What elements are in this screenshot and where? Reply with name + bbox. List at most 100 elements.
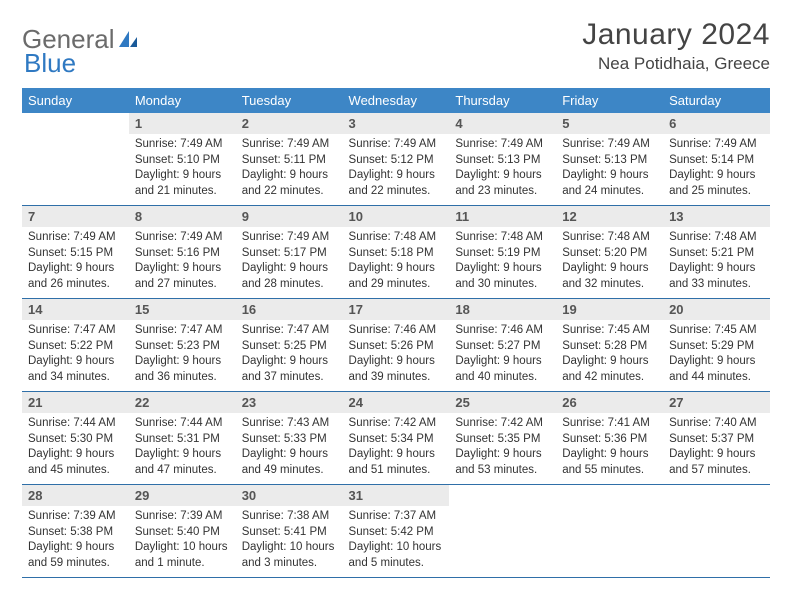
day-number: 18: [449, 299, 556, 320]
sunset-text: Sunset: 5:33 PM: [242, 432, 337, 448]
calendar-cell: 28Sunrise: 7:39 AMSunset: 5:38 PMDayligh…: [22, 485, 129, 578]
calendar-week-row: 7Sunrise: 7:49 AMSunset: 5:15 PMDaylight…: [22, 206, 770, 299]
day-number: 16: [236, 299, 343, 320]
day-number: 3: [343, 113, 450, 134]
day-data: Sunrise: 7:42 AMSunset: 5:34 PMDaylight:…: [343, 413, 450, 484]
sunrise-text: Sunrise: 7:45 AM: [562, 323, 657, 339]
sunset-text: Sunset: 5:42 PM: [349, 525, 444, 541]
day-number: 20: [663, 299, 770, 320]
calendar-cell: [663, 485, 770, 578]
daylight-text: Daylight: 9 hours and 59 minutes.: [28, 540, 123, 571]
calendar-cell: 15Sunrise: 7:47 AMSunset: 5:23 PMDayligh…: [129, 299, 236, 392]
day-data: Sunrise: 7:47 AMSunset: 5:22 PMDaylight:…: [22, 320, 129, 391]
day-number: 19: [556, 299, 663, 320]
calendar-cell: 4Sunrise: 7:49 AMSunset: 5:13 PMDaylight…: [449, 113, 556, 206]
day-data: Sunrise: 7:39 AMSunset: 5:38 PMDaylight:…: [22, 506, 129, 577]
sunset-text: Sunset: 5:40 PM: [135, 525, 230, 541]
sunrise-text: Sunrise: 7:41 AM: [562, 416, 657, 432]
sunset-text: Sunset: 5:19 PM: [455, 246, 550, 262]
sunrise-text: Sunrise: 7:49 AM: [242, 137, 337, 153]
sunrise-text: Sunrise: 7:38 AM: [242, 509, 337, 525]
sunset-text: Sunset: 5:30 PM: [28, 432, 123, 448]
daylight-text: Daylight: 9 hours and 53 minutes.: [455, 447, 550, 478]
sunset-text: Sunset: 5:31 PM: [135, 432, 230, 448]
sunset-text: Sunset: 5:20 PM: [562, 246, 657, 262]
calendar-cell: 8Sunrise: 7:49 AMSunset: 5:16 PMDaylight…: [129, 206, 236, 299]
day-data: Sunrise: 7:44 AMSunset: 5:31 PMDaylight:…: [129, 413, 236, 484]
logo-sail-icon: [117, 29, 139, 51]
sunrise-text: Sunrise: 7:48 AM: [349, 230, 444, 246]
day-data: Sunrise: 7:49 AMSunset: 5:15 PMDaylight:…: [22, 227, 129, 298]
daylight-text: Daylight: 10 hours and 3 minutes.: [242, 540, 337, 571]
day-number: 31: [343, 485, 450, 506]
calendar-cell: 27Sunrise: 7:40 AMSunset: 5:37 PMDayligh…: [663, 392, 770, 485]
calendar-cell: 26Sunrise: 7:41 AMSunset: 5:36 PMDayligh…: [556, 392, 663, 485]
daylight-text: Daylight: 9 hours and 42 minutes.: [562, 354, 657, 385]
daylight-text: Daylight: 9 hours and 57 minutes.: [669, 447, 764, 478]
day-data: Sunrise: 7:48 AMSunset: 5:20 PMDaylight:…: [556, 227, 663, 298]
daylight-text: Daylight: 9 hours and 33 minutes.: [669, 261, 764, 292]
day-number: 22: [129, 392, 236, 413]
weekday-header: Wednesday: [343, 88, 450, 113]
header: General January 2024 Nea Potidhaia, Gree…: [22, 18, 770, 74]
calendar-cell: 21Sunrise: 7:44 AMSunset: 5:30 PMDayligh…: [22, 392, 129, 485]
calendar-cell: 2Sunrise: 7:49 AMSunset: 5:11 PMDaylight…: [236, 113, 343, 206]
calendar-cell: 20Sunrise: 7:45 AMSunset: 5:29 PMDayligh…: [663, 299, 770, 392]
weekday-header: Thursday: [449, 88, 556, 113]
sunset-text: Sunset: 5:17 PM: [242, 246, 337, 262]
sunset-text: Sunset: 5:15 PM: [28, 246, 123, 262]
day-number: 11: [449, 206, 556, 227]
calendar-cell: 24Sunrise: 7:42 AMSunset: 5:34 PMDayligh…: [343, 392, 450, 485]
sunset-text: Sunset: 5:21 PM: [669, 246, 764, 262]
weekday-header: Sunday: [22, 88, 129, 113]
calendar-cell: 7Sunrise: 7:49 AMSunset: 5:15 PMDaylight…: [22, 206, 129, 299]
day-data: Sunrise: 7:44 AMSunset: 5:30 PMDaylight:…: [22, 413, 129, 484]
day-number: 10: [343, 206, 450, 227]
calendar-cell: 17Sunrise: 7:46 AMSunset: 5:26 PMDayligh…: [343, 299, 450, 392]
daylight-text: Daylight: 9 hours and 22 minutes.: [349, 168, 444, 199]
daylight-text: Daylight: 9 hours and 28 minutes.: [242, 261, 337, 292]
day-data: Sunrise: 7:42 AMSunset: 5:35 PMDaylight:…: [449, 413, 556, 484]
calendar-cell: 3Sunrise: 7:49 AMSunset: 5:12 PMDaylight…: [343, 113, 450, 206]
sunrise-text: Sunrise: 7:46 AM: [349, 323, 444, 339]
sunrise-text: Sunrise: 7:49 AM: [349, 137, 444, 153]
calendar-cell: 9Sunrise: 7:49 AMSunset: 5:17 PMDaylight…: [236, 206, 343, 299]
sunrise-text: Sunrise: 7:49 AM: [135, 137, 230, 153]
sunrise-text: Sunrise: 7:48 AM: [669, 230, 764, 246]
daylight-text: Daylight: 9 hours and 30 minutes.: [455, 261, 550, 292]
sunrise-text: Sunrise: 7:45 AM: [669, 323, 764, 339]
daylight-text: Daylight: 9 hours and 27 minutes.: [135, 261, 230, 292]
calendar-cell: 22Sunrise: 7:44 AMSunset: 5:31 PMDayligh…: [129, 392, 236, 485]
daylight-text: Daylight: 9 hours and 32 minutes.: [562, 261, 657, 292]
daylight-text: Daylight: 9 hours and 24 minutes.: [562, 168, 657, 199]
sunrise-text: Sunrise: 7:47 AM: [242, 323, 337, 339]
weekday-header-row: SundayMondayTuesdayWednesdayThursdayFrid…: [22, 88, 770, 113]
day-data: Sunrise: 7:46 AMSunset: 5:27 PMDaylight:…: [449, 320, 556, 391]
day-number: 24: [343, 392, 450, 413]
sunset-text: Sunset: 5:34 PM: [349, 432, 444, 448]
sunset-text: Sunset: 5:41 PM: [242, 525, 337, 541]
sunrise-text: Sunrise: 7:49 AM: [242, 230, 337, 246]
sunrise-text: Sunrise: 7:39 AM: [28, 509, 123, 525]
sunset-text: Sunset: 5:13 PM: [455, 153, 550, 169]
daylight-text: Daylight: 9 hours and 55 minutes.: [562, 447, 657, 478]
sunrise-text: Sunrise: 7:44 AM: [135, 416, 230, 432]
day-data: Sunrise: 7:47 AMSunset: 5:23 PMDaylight:…: [129, 320, 236, 391]
calendar-cell: 18Sunrise: 7:46 AMSunset: 5:27 PMDayligh…: [449, 299, 556, 392]
day-number: 12: [556, 206, 663, 227]
sunset-text: Sunset: 5:28 PM: [562, 339, 657, 355]
sunset-text: Sunset: 5:35 PM: [455, 432, 550, 448]
sunrise-text: Sunrise: 7:42 AM: [349, 416, 444, 432]
weekday-header: Saturday: [663, 88, 770, 113]
sunset-text: Sunset: 5:38 PM: [28, 525, 123, 541]
daylight-text: Daylight: 9 hours and 47 minutes.: [135, 447, 230, 478]
day-data: Sunrise: 7:41 AMSunset: 5:36 PMDaylight:…: [556, 413, 663, 484]
title-block: January 2024 Nea Potidhaia, Greece: [582, 18, 770, 74]
calendar-week-row: 14Sunrise: 7:47 AMSunset: 5:22 PMDayligh…: [22, 299, 770, 392]
day-number: 14: [22, 299, 129, 320]
daylight-text: Daylight: 9 hours and 49 minutes.: [242, 447, 337, 478]
day-number: 29: [129, 485, 236, 506]
day-data: Sunrise: 7:48 AMSunset: 5:21 PMDaylight:…: [663, 227, 770, 298]
day-number: 17: [343, 299, 450, 320]
calendar-cell: [22, 113, 129, 206]
